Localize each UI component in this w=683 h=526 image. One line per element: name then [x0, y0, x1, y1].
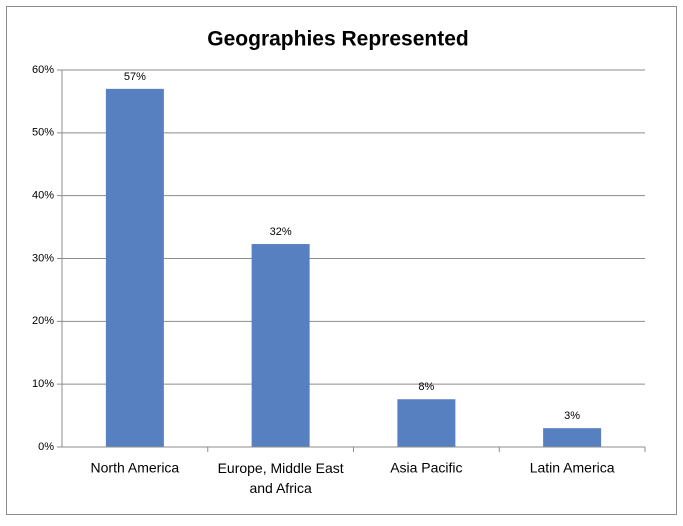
x-tick-label: Europe, Middle East and Africa: [218, 460, 344, 496]
bar: [397, 399, 456, 447]
y-tick-label: 0%: [38, 441, 54, 453]
x-tick-label: Asia Pacific: [390, 460, 462, 476]
chart-title: Geographies Represented: [207, 28, 468, 51]
data-label: 32%: [270, 226, 292, 238]
y-tick-label: 20%: [32, 315, 54, 327]
y-tick-label: 60%: [32, 64, 54, 76]
y-tick-label: 50%: [32, 127, 54, 139]
x-tick-label: Latin America: [530, 460, 615, 476]
bar: [251, 244, 310, 447]
bar: [543, 428, 602, 447]
y-tick-label: 30%: [32, 252, 54, 264]
bar: [105, 88, 164, 447]
x-tick-label: North America: [91, 460, 180, 476]
y-tick-label: 40%: [32, 190, 54, 202]
data-label: 3%: [564, 410, 580, 422]
data-label: 8%: [418, 381, 434, 393]
data-label: 57%: [124, 71, 146, 83]
y-tick-label: 10%: [32, 378, 54, 390]
